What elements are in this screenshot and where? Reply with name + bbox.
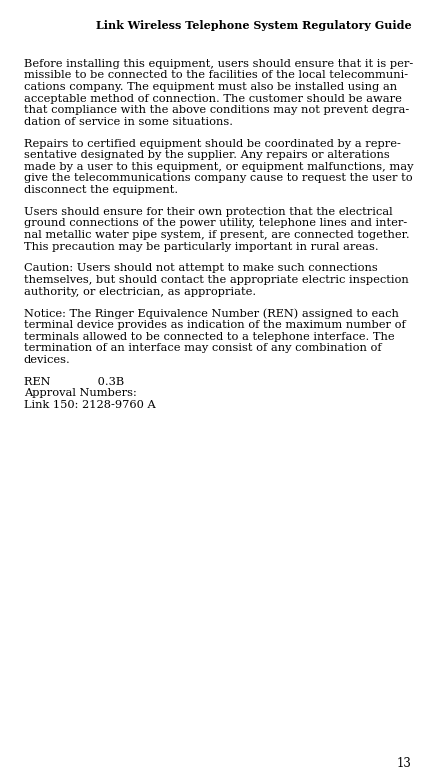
Text: ground connections of the power utility, telephone lines and inter-: ground connections of the power utility,… — [24, 219, 406, 228]
Text: This precaution may be particularly important in rural areas.: This precaution may be particularly impo… — [24, 241, 378, 252]
Text: Link Wireless Telephone System Regulatory Guide: Link Wireless Telephone System Regulator… — [96, 20, 411, 31]
Text: Users should ensure for their own protection that the electrical: Users should ensure for their own protec… — [24, 207, 391, 217]
Text: acceptable method of connection. The customer should be aware: acceptable method of connection. The cus… — [24, 93, 401, 103]
Text: Link 150: 2128-9760 A: Link 150: 2128-9760 A — [24, 400, 155, 410]
Text: give the telecommunications company cause to request the user to: give the telecommunications company caus… — [24, 173, 412, 183]
Text: nal metallic water pipe system, if present, are connected together.: nal metallic water pipe system, if prese… — [24, 230, 408, 240]
Text: missible to be connected to the facilities of the local telecommuni-: missible to be connected to the faciliti… — [24, 71, 407, 81]
Text: terminal device provides as indication of the maximum number of: terminal device provides as indication o… — [24, 320, 405, 330]
Text: termination of an interface may consist of any combination of: termination of an interface may consist … — [24, 343, 381, 354]
Text: Before installing this equipment, users should ensure that it is per-: Before installing this equipment, users … — [24, 59, 412, 69]
Text: Approval Numbers:: Approval Numbers: — [24, 388, 136, 398]
Text: Caution: Users should not attempt to make such connections: Caution: Users should not attempt to mak… — [24, 263, 377, 274]
Text: Repairs to certified equipment should be coordinated by a repre-: Repairs to certified equipment should be… — [24, 139, 399, 149]
Text: themselves, but should contact the appropriate electric inspection: themselves, but should contact the appro… — [24, 275, 408, 285]
Text: that compliance with the above conditions may not prevent degra-: that compliance with the above condition… — [24, 105, 408, 115]
Text: disconnect the equipment.: disconnect the equipment. — [24, 185, 178, 195]
Text: devices.: devices. — [24, 355, 70, 365]
Text: Notice: The Ringer Equivalence Number (REN) assigned to each: Notice: The Ringer Equivalence Number (R… — [24, 308, 398, 319]
Text: authority, or electrician, as appropriate.: authority, or electrician, as appropriat… — [24, 287, 255, 296]
Text: dation of service in some situations.: dation of service in some situations. — [24, 117, 232, 127]
Text: made by a user to this equipment, or equipment malfunctions, may: made by a user to this equipment, or equ… — [24, 162, 412, 172]
Text: REN             0.3B: REN 0.3B — [24, 376, 124, 387]
Text: sentative designated by the supplier. Any repairs or alterations: sentative designated by the supplier. An… — [24, 151, 389, 160]
Text: 13: 13 — [396, 757, 411, 770]
Text: terminals allowed to be connected to a telephone interface. The: terminals allowed to be connected to a t… — [24, 332, 393, 342]
Text: cations company. The equipment must also be installed using an: cations company. The equipment must also… — [24, 82, 396, 92]
